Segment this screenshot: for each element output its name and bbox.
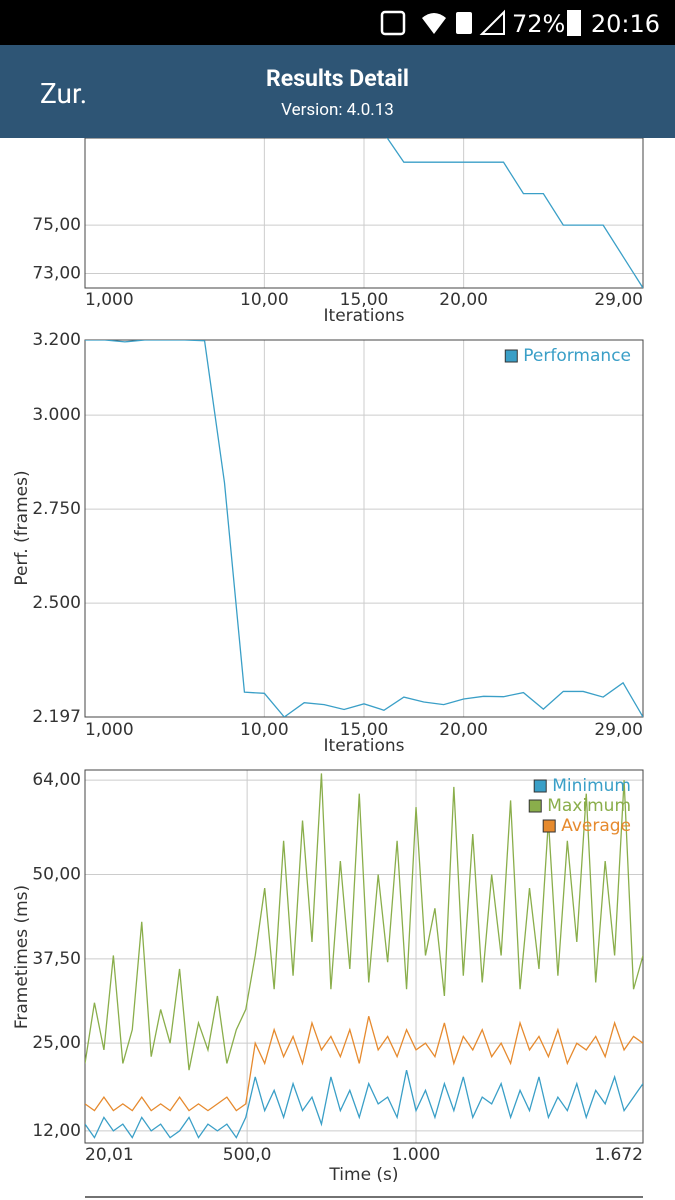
battery-text: 72% — [512, 10, 565, 38]
y-tick-label: 2.500 — [32, 593, 81, 613]
x-tick-label: 15,00 — [340, 290, 389, 310]
y-tick-label: 3.000 — [32, 405, 81, 425]
y-tick-label: 75,00 — [32, 215, 81, 235]
x-axis-title: Iterations — [324, 736, 405, 756]
header-title: Results Detail — [266, 65, 409, 92]
app-header: Zur. Results Detail Version: 4.0.13 — [0, 45, 675, 138]
data-line — [85, 340, 643, 717]
y-tick-label: 64,00 — [32, 770, 81, 790]
status-bar: 72% 20:16 — [0, 0, 675, 45]
legend-swatch — [504, 349, 518, 363]
y-tick-label: 37,50 — [32, 949, 81, 969]
y-tick-label: 73,00 — [32, 263, 81, 283]
legend-swatch — [528, 799, 542, 813]
y-tick-label: 3.200 — [32, 330, 81, 350]
x-tick-label: 1.672 — [594, 1145, 643, 1165]
battery-icon — [567, 10, 581, 36]
sim-icon — [456, 12, 472, 34]
y-axis-title: Perf. (frames) — [12, 470, 32, 585]
legend-label: Minimum — [552, 776, 631, 796]
y-tick-label: 50,00 — [32, 865, 81, 885]
legend-label: Maximum — [547, 796, 631, 816]
legend-swatch — [542, 819, 556, 833]
x-tick-label: 500,0 — [223, 1145, 272, 1165]
header-subtitle: Version: 4.0.13 — [281, 100, 394, 120]
y-tick-label: 2.750 — [32, 499, 81, 519]
data-line — [85, 773, 643, 1071]
wifi-icon — [422, 13, 446, 34]
back-button[interactable]: Zur. — [40, 77, 88, 110]
y-axis-title: Frametimes (ms) — [12, 885, 32, 1029]
x-axis-title: Time (s) — [328, 1165, 398, 1185]
legend-label: Performance — [523, 346, 631, 366]
signal-icon — [479, 9, 505, 35]
data-line — [386, 138, 643, 288]
data-line — [85, 1016, 643, 1112]
legend-swatch — [533, 779, 547, 793]
plot-frame — [84, 339, 644, 718]
x-tick-label: 1,000 — [85, 290, 134, 310]
y-tick-label: 25,00 — [32, 1033, 81, 1053]
legend-label: Average — [561, 816, 631, 836]
nfc-icon — [380, 10, 406, 36]
x-tick-label: 10,00 — [240, 720, 289, 740]
plot-frame — [84, 137, 644, 289]
x-tick-label: 29,00 — [594, 720, 643, 740]
data-line — [85, 1070, 643, 1139]
x-tick-label: 20,00 — [439, 290, 488, 310]
y-tick-label: 12,00 — [32, 1121, 81, 1141]
x-tick-label: 29,00 — [594, 290, 643, 310]
x-tick-label: 1.000 — [392, 1145, 441, 1165]
x-tick-label: 1,000 — [85, 720, 134, 740]
x-tick-label: 20,00 — [439, 720, 488, 740]
x-tick-label: 20,01 — [85, 1145, 134, 1165]
x-axis-title: Iterations — [324, 306, 405, 326]
x-tick-label: 15,00 — [340, 720, 389, 740]
clock: 20:16 — [591, 10, 660, 38]
y-tick-label: 2.197 — [32, 707, 81, 727]
x-tick-label: 10,00 — [240, 290, 289, 310]
